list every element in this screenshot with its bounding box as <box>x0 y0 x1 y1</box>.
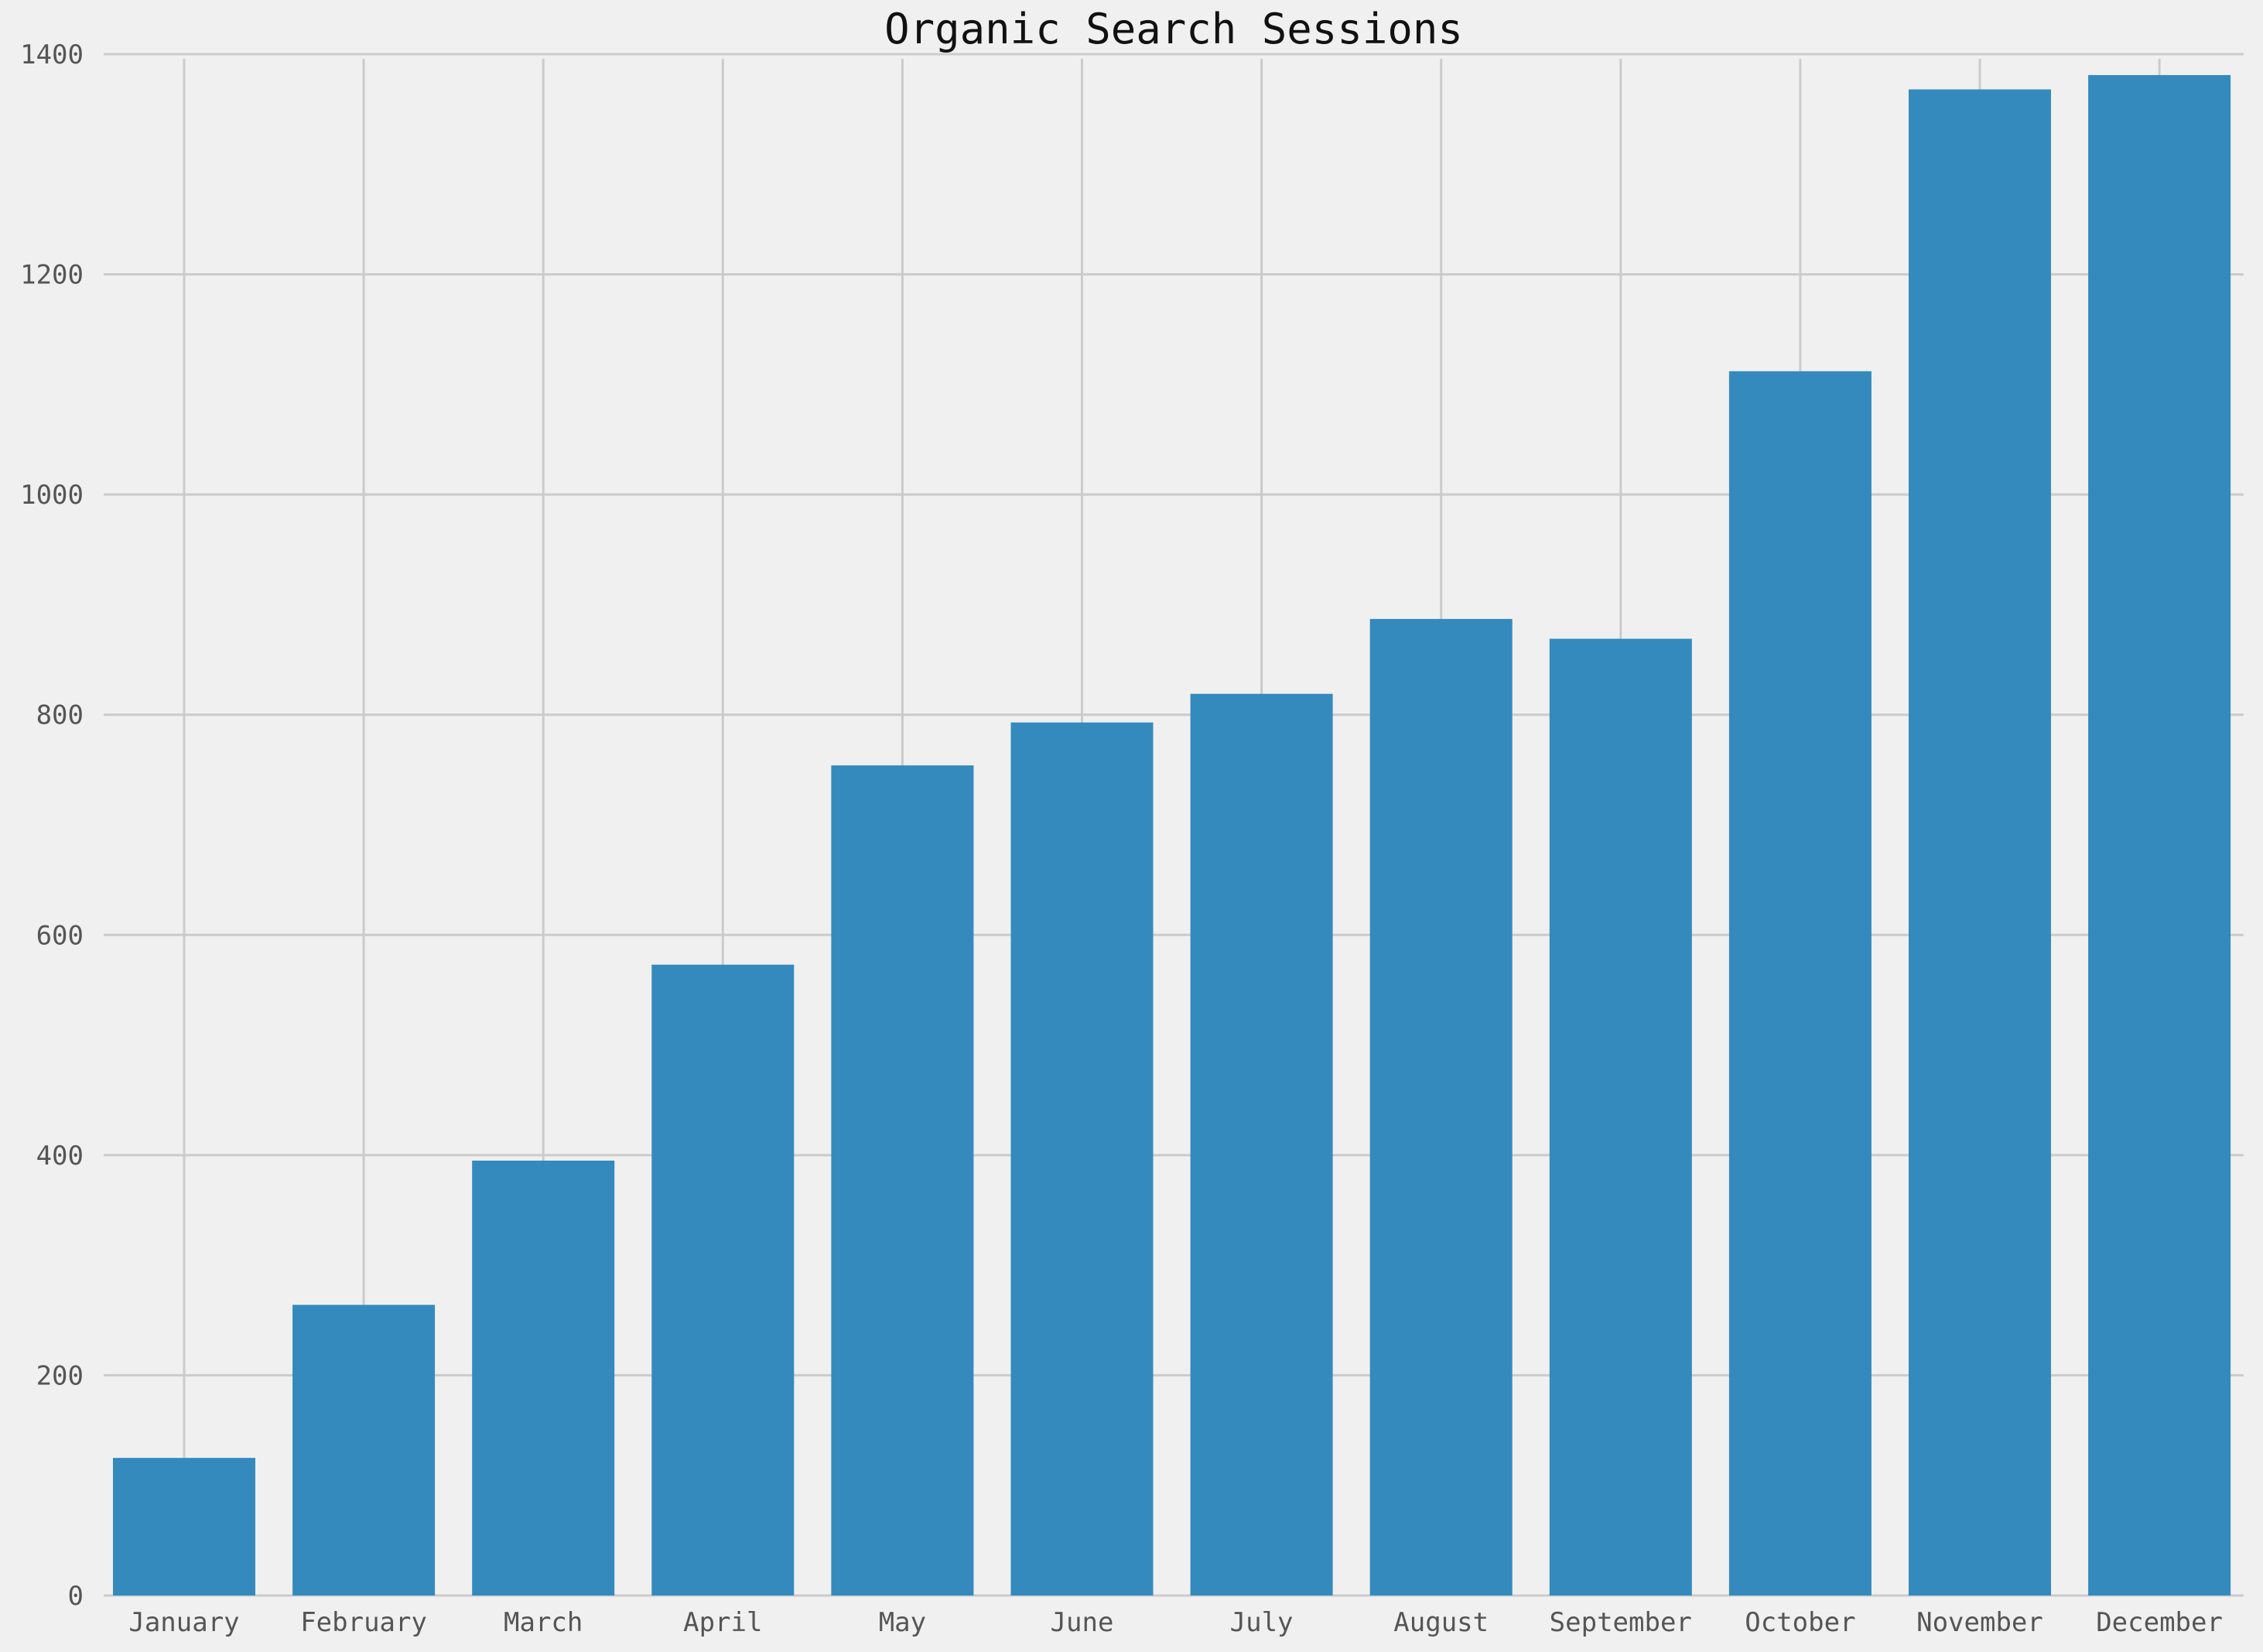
chart-title: Organic Search Sessions <box>884 5 1463 53</box>
y-axis-ticks: 0 200 400 600 800 1000 1200 1400 <box>20 39 84 1612</box>
bar-october <box>1728 371 1872 1596</box>
x-tick-label: July <box>1230 1607 1294 1638</box>
bar-march <box>472 1160 615 1596</box>
bar-june <box>1010 722 1154 1596</box>
y-tick-label: 200 <box>36 1360 84 1391</box>
x-tick-label: June <box>1051 1607 1114 1638</box>
bar-july <box>1190 693 1333 1596</box>
x-tick-label: August <box>1393 1607 1489 1638</box>
x-tick-label: April <box>683 1607 762 1638</box>
bar-november <box>1909 89 2051 1596</box>
bar-january <box>113 1458 255 1596</box>
y-tick-label: 600 <box>36 920 84 951</box>
x-tick-label: October <box>1745 1607 1855 1638</box>
bar-december <box>2088 75 2231 1596</box>
y-tick-label: 800 <box>36 700 84 731</box>
y-tick-label: 1000 <box>20 480 84 511</box>
x-tick-label: January <box>128 1607 239 1638</box>
bar-may <box>831 765 974 1596</box>
y-tick-label: 1200 <box>20 260 84 291</box>
x-tick-label: March <box>504 1607 583 1638</box>
y-tick-label: 1400 <box>20 39 84 70</box>
bars <box>113 75 2231 1596</box>
x-tick-label: September <box>1550 1607 1692 1638</box>
y-tick-label: 400 <box>36 1141 84 1171</box>
x-tick-label: November <box>1916 1607 2043 1638</box>
y-gridlines <box>104 53 2244 1597</box>
x-tick-label: February <box>300 1607 427 1638</box>
bar-april <box>651 964 795 1596</box>
bar-february <box>292 1305 436 1596</box>
x-tick-label: May <box>879 1607 926 1638</box>
x-axis-ticks: January February March April May June July Augu… <box>128 1607 2223 1638</box>
bar-august <box>1369 618 1513 1596</box>
bar-september <box>1549 638 1692 1596</box>
x-tick-label: December <box>2096 1607 2223 1638</box>
y-tick-label: 0 <box>68 1581 84 1612</box>
